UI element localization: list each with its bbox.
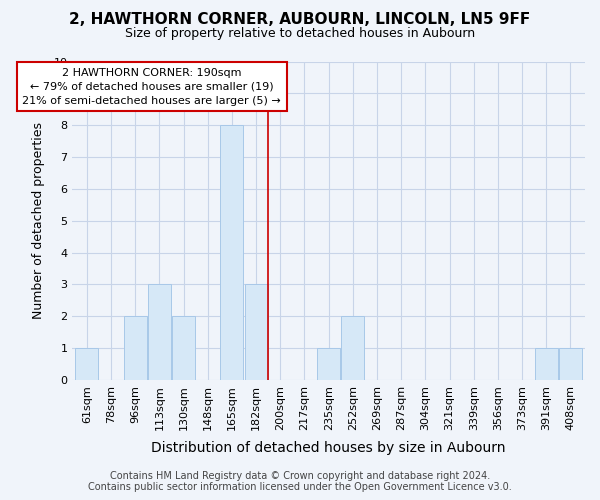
Bar [341, 316, 364, 380]
Text: Contains HM Land Registry data © Crown copyright and database right 2024.
Contai: Contains HM Land Registry data © Crown c… [88, 471, 512, 492]
Bar [245, 284, 268, 380]
Bar [124, 316, 146, 380]
Bar [220, 125, 244, 380]
Text: 2 HAWTHORN CORNER: 190sqm
← 79% of detached houses are smaller (19)
21% of semi-: 2 HAWTHORN CORNER: 190sqm ← 79% of detac… [22, 68, 281, 106]
Text: 2, HAWTHORN CORNER, AUBOURN, LINCOLN, LN5 9FF: 2, HAWTHORN CORNER, AUBOURN, LINCOLN, LN… [70, 12, 530, 28]
Bar [535, 348, 558, 380]
Bar [172, 316, 195, 380]
Bar [76, 348, 98, 380]
Bar [317, 348, 340, 380]
Bar [148, 284, 171, 380]
Bar [559, 348, 582, 380]
Y-axis label: Number of detached properties: Number of detached properties [32, 122, 45, 319]
Text: Size of property relative to detached houses in Aubourn: Size of property relative to detached ho… [125, 28, 475, 40]
X-axis label: Distribution of detached houses by size in Aubourn: Distribution of detached houses by size … [151, 441, 506, 455]
